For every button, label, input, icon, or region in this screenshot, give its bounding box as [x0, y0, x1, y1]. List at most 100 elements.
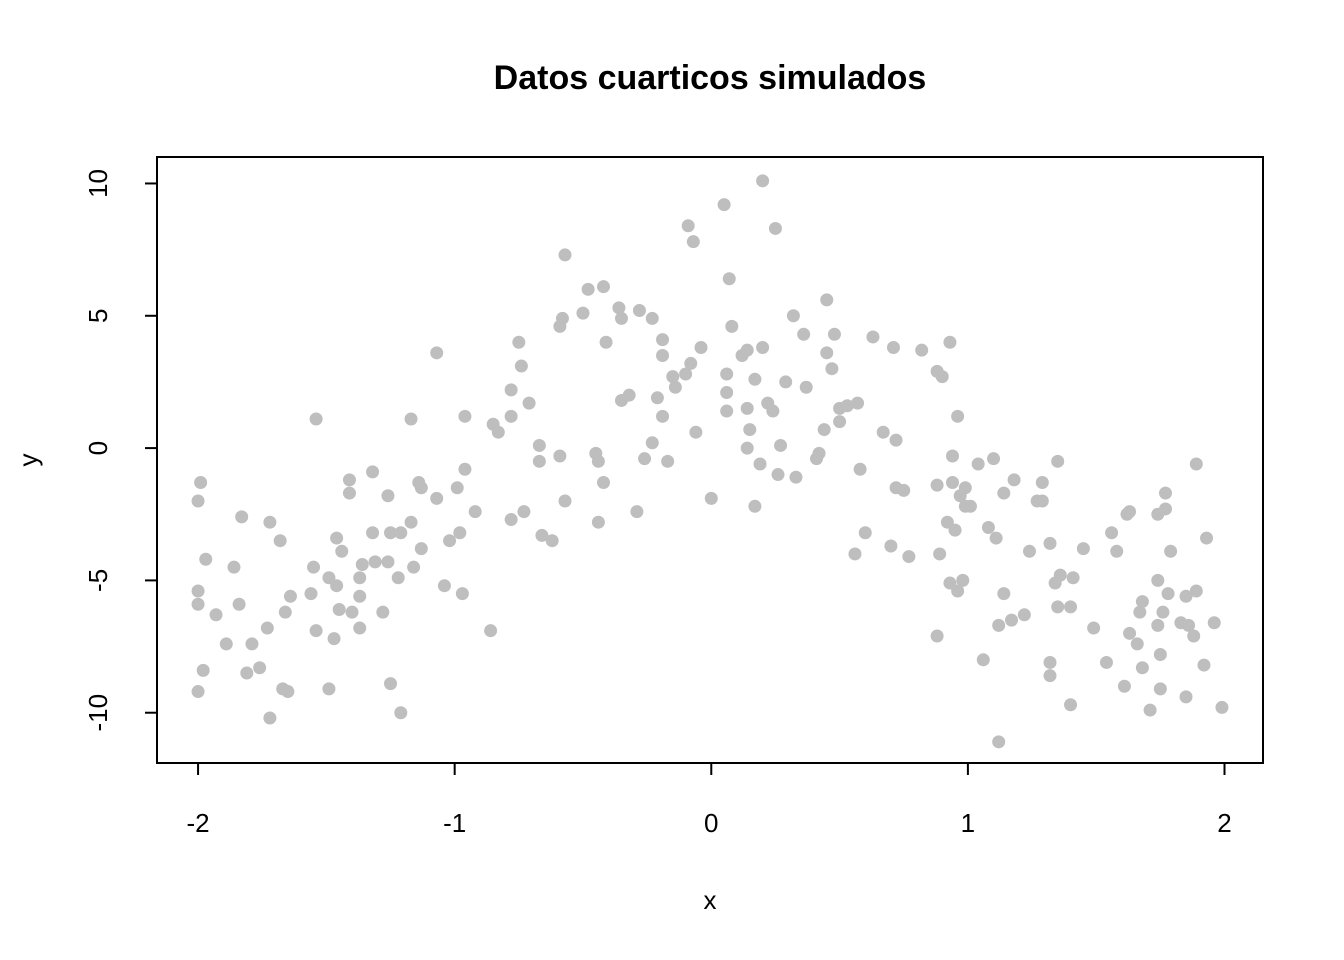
point: [997, 486, 1011, 500]
point: [656, 348, 670, 362]
point: [766, 404, 780, 418]
point: [532, 454, 546, 468]
point: [951, 409, 965, 423]
point: [355, 558, 369, 572]
point: [756, 174, 770, 188]
point: [645, 436, 659, 450]
point: [1051, 454, 1065, 468]
point: [684, 356, 698, 370]
point: [686, 235, 700, 249]
point: [933, 547, 947, 561]
point: [992, 618, 1006, 632]
point: [771, 468, 785, 482]
point: [1200, 531, 1214, 545]
point: [1007, 473, 1021, 487]
point: [694, 341, 708, 355]
point: [353, 571, 367, 585]
point: [283, 589, 297, 603]
point: [1158, 502, 1172, 516]
point: [976, 653, 990, 667]
point: [191, 597, 205, 611]
point: [394, 526, 408, 540]
point: [437, 579, 451, 593]
point: [997, 587, 1011, 601]
point: [630, 505, 644, 519]
point: [455, 587, 469, 601]
point: [1207, 616, 1221, 630]
point: [332, 603, 346, 617]
point: [748, 372, 762, 386]
point: [512, 335, 526, 349]
point: [661, 454, 675, 468]
point: [555, 311, 569, 325]
point: [1153, 648, 1167, 662]
point: [851, 396, 865, 410]
point: [853, 462, 867, 476]
point: [504, 383, 518, 397]
point: [304, 587, 318, 601]
point: [191, 685, 205, 699]
point: [945, 449, 959, 463]
point: [1187, 629, 1201, 643]
point: [199, 552, 213, 566]
point: [1035, 475, 1049, 489]
point: [597, 475, 611, 489]
point: [897, 483, 911, 497]
point: [1123, 626, 1137, 640]
point: [443, 534, 457, 548]
point: [430, 346, 444, 360]
point: [404, 412, 418, 426]
point: [1153, 682, 1167, 696]
point: [1179, 690, 1193, 704]
point: [981, 520, 995, 534]
point: [232, 597, 246, 611]
point: [599, 335, 613, 349]
point: [1151, 573, 1165, 587]
point: [1035, 494, 1049, 508]
point: [366, 465, 380, 479]
point: [748, 499, 762, 513]
point: [1087, 621, 1101, 635]
point: [376, 605, 390, 619]
point: [725, 319, 739, 333]
chart-title: Datos cuarticos simulados: [494, 59, 927, 97]
y-tick-label: -5: [83, 569, 113, 592]
point: [951, 584, 965, 598]
point: [1197, 658, 1211, 672]
point: [517, 505, 531, 519]
point: [1117, 679, 1131, 693]
point: [817, 423, 831, 437]
point: [720, 386, 734, 400]
point: [1043, 536, 1057, 550]
x-tick-label: 2: [1217, 808, 1231, 838]
point: [717, 198, 731, 212]
point: [1017, 608, 1031, 622]
point: [1043, 669, 1057, 683]
point: [681, 219, 695, 233]
point: [273, 534, 287, 548]
point: [430, 491, 444, 505]
point: [591, 454, 605, 468]
point: [774, 438, 788, 452]
point: [345, 605, 359, 619]
x-tick-label: -2: [186, 808, 209, 838]
point: [1158, 486, 1172, 500]
point: [820, 293, 834, 307]
point: [1161, 587, 1175, 601]
point: [963, 499, 977, 513]
point: [886, 341, 900, 355]
point: [656, 333, 670, 347]
point: [368, 555, 382, 569]
point: [889, 433, 903, 447]
point: [342, 473, 356, 487]
point: [720, 367, 734, 381]
point: [779, 375, 793, 389]
point: [858, 526, 872, 540]
point: [384, 526, 398, 540]
point: [263, 711, 277, 725]
point: [756, 341, 770, 355]
point: [253, 661, 267, 675]
point: [958, 481, 972, 495]
point: [1005, 613, 1019, 627]
